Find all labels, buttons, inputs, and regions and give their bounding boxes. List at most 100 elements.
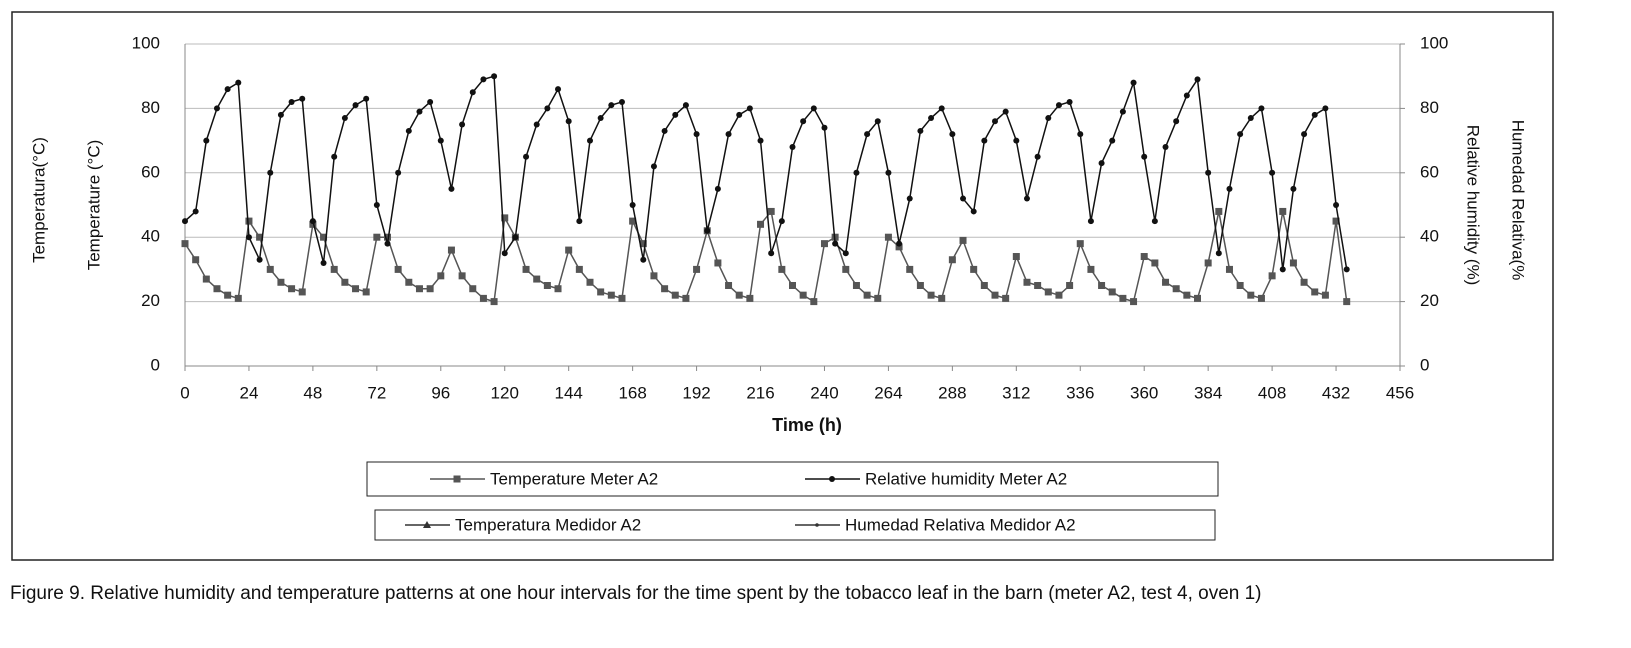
data-point [288, 285, 296, 293]
data-point [479, 294, 487, 302]
data-point [224, 291, 232, 299]
data-point [885, 169, 892, 176]
data-point [501, 250, 508, 257]
data-point [1162, 278, 1170, 286]
data-point [1044, 288, 1052, 296]
data-point [906, 265, 914, 273]
frame [11, 11, 1554, 561]
data-point [565, 118, 572, 125]
data-point [800, 118, 807, 125]
data-point [938, 294, 946, 302]
data-point [575, 265, 583, 273]
data-point [1002, 294, 1010, 302]
data-point [256, 233, 264, 241]
data-point [330, 265, 338, 273]
data-point [1023, 195, 1030, 202]
data-point [544, 105, 551, 112]
data-point [1076, 240, 1084, 248]
y-axis-title-alt: Temperatura(°C) [29, 137, 48, 263]
data-point [714, 185, 721, 192]
data-point [213, 285, 221, 293]
data-point [1225, 265, 1233, 273]
data-point [341, 278, 349, 286]
data-point [597, 288, 605, 296]
data-point [1269, 169, 1276, 176]
data-point [587, 137, 593, 144]
data-point [714, 259, 722, 267]
data-point [416, 108, 423, 115]
data-point [810, 105, 817, 112]
data-point [480, 76, 487, 83]
y-tick-label: 0 [151, 355, 160, 374]
data-point [1247, 115, 1254, 122]
y-tick-label: 20 [141, 291, 160, 310]
data-point [384, 233, 391, 241]
data-point [1087, 265, 1095, 273]
data-point [970, 208, 977, 215]
data-point [608, 102, 615, 109]
data-point [640, 256, 647, 263]
data-point [1257, 294, 1265, 302]
data-point [650, 272, 658, 280]
data-point [1013, 137, 1020, 144]
x-tick-label: 384 [1194, 383, 1222, 402]
data-point [1300, 278, 1308, 286]
data-point [554, 285, 562, 293]
y2-tick-label: 100 [1420, 33, 1448, 52]
data-point [523, 153, 530, 160]
data-point [1066, 98, 1073, 105]
data-point [1077, 131, 1084, 138]
data-point [991, 291, 999, 299]
legend-label: Humedad Relativa Medidor A2 [845, 515, 1076, 534]
data-point [1311, 288, 1319, 296]
data-point [459, 121, 466, 128]
data-point [1226, 185, 1233, 192]
data-point [1162, 144, 1169, 151]
data-point [618, 98, 625, 105]
data-point [363, 95, 370, 102]
data-point [245, 217, 253, 225]
data-point [1279, 207, 1287, 215]
data-point [906, 195, 913, 202]
data-point [853, 169, 860, 176]
data-point [618, 294, 626, 302]
data-point [320, 233, 328, 241]
data-point [1194, 294, 1201, 302]
data-point [1183, 291, 1191, 299]
data-point [309, 218, 316, 225]
data-point [309, 220, 317, 228]
data-point [192, 208, 199, 215]
data-point [533, 275, 541, 283]
data-point [1098, 282, 1106, 289]
data-point [1237, 131, 1244, 138]
data-point [863, 291, 871, 299]
data-point [735, 291, 743, 299]
data-point [522, 265, 530, 273]
data-point [682, 294, 690, 302]
data-point [671, 291, 679, 299]
data-point [757, 137, 764, 144]
legend-label: Relative humidity Meter A2 [865, 469, 1067, 488]
data-point [1204, 259, 1212, 267]
data-point [1023, 278, 1031, 286]
data-point [1215, 207, 1223, 215]
x-tick-label: 408 [1258, 383, 1286, 402]
data-point [789, 144, 796, 151]
data-point [1045, 115, 1052, 122]
data-point [1268, 272, 1276, 280]
data-point [767, 207, 775, 215]
series-line [184, 75, 1348, 270]
x-tick-label: 312 [1002, 383, 1030, 402]
data-point [405, 127, 412, 134]
data-point [458, 272, 466, 280]
data-point [1098, 160, 1105, 167]
data-point [1151, 218, 1158, 225]
data-point [661, 285, 669, 293]
data-point [629, 217, 637, 225]
x-tick-label: 48 [303, 383, 322, 402]
data-point [448, 185, 455, 192]
data-point [491, 73, 498, 80]
data-point [533, 121, 540, 128]
x-tick-label: 120 [491, 383, 519, 402]
data-point [927, 291, 935, 299]
